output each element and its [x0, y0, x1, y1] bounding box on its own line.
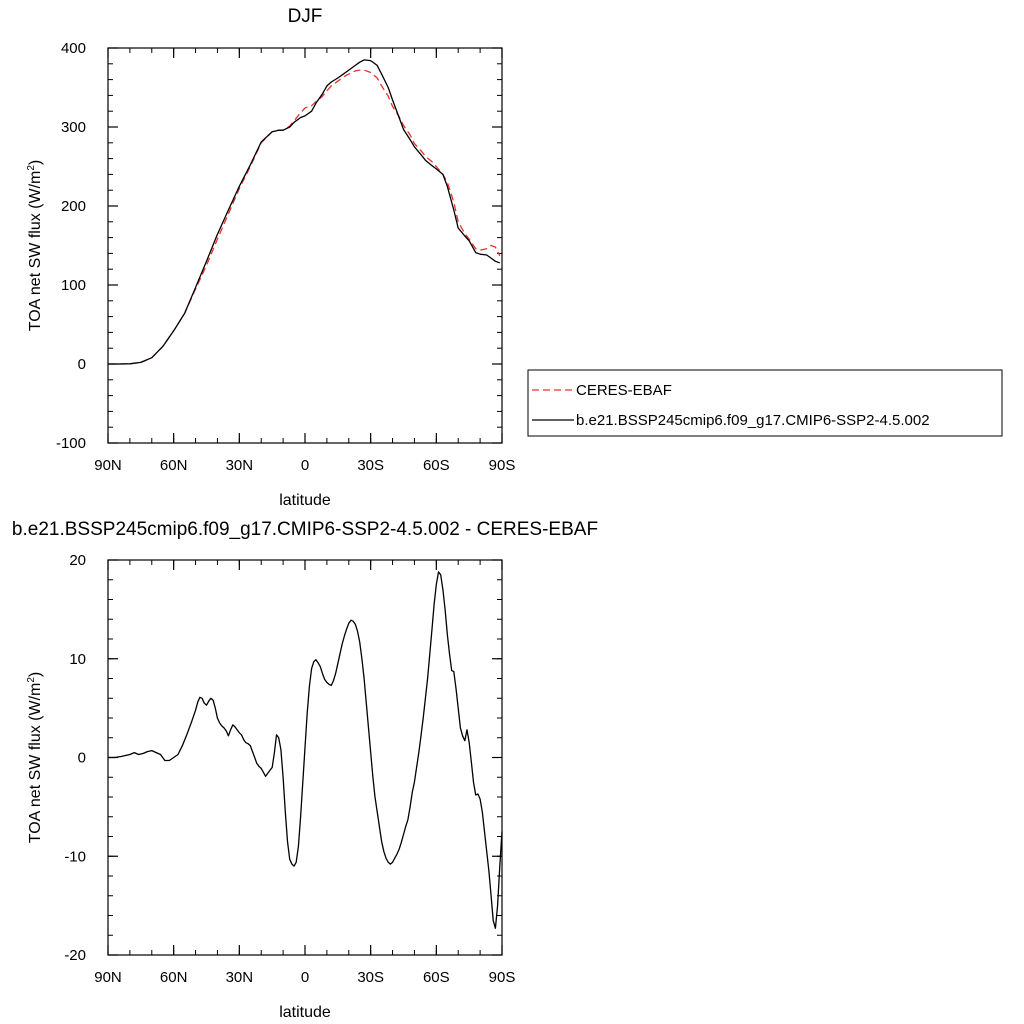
y-tick-label: -100 — [56, 435, 86, 452]
y-axis-label: TOA net SW flux (W/m2) — [26, 160, 44, 332]
plot-frame — [107, 47, 503, 444]
y-tick-label: -20 — [64, 947, 86, 964]
y-tick-label: -10 — [64, 848, 86, 865]
x-tick-label: 90N — [94, 457, 122, 474]
x-tick-label: 90N — [94, 969, 122, 986]
y-tick-label: 0 — [78, 356, 86, 373]
y-axis-label-end: ) — [27, 672, 44, 677]
y-tick-label: 100 — [61, 277, 86, 294]
x-tick-label: 30N — [226, 457, 254, 474]
legend-label: b.e21.BSSP245cmip6.f09_g17.CMIP6-SSP2-4.… — [576, 412, 930, 429]
series-line-1-1 — [108, 69, 501, 365]
x-axis-label: latitude — [279, 1004, 331, 1021]
x-tick-label: 0 — [301, 457, 309, 474]
y-axis-label-superscript: 2 — [26, 677, 37, 683]
y-tick-label: 200 — [61, 198, 86, 215]
x-axis-label: latitude — [279, 492, 331, 509]
y-tick-label: 300 — [61, 119, 86, 136]
x-tick-label: 90S — [489, 969, 516, 986]
y-tick-label: 0 — [78, 750, 86, 767]
y-axis-label-main: TOA net SW flux (W/m — [27, 171, 44, 332]
y-axis-label-end: ) — [27, 160, 44, 165]
y-tick-label: 400 — [61, 40, 86, 57]
series-line-1-2 — [108, 59, 501, 365]
legend: CERES-EBAF b.e21.BSSP245cmip6.f09_g17.CMI… — [527, 369, 1003, 437]
x-tick-label: 30S — [357, 457, 384, 474]
x-tick-label: 0 — [301, 969, 309, 986]
chart-panel-2: b.e21.BSSP245cmip6.f09_g17.CMIP6-SSP2-4.… — [12, 519, 598, 1021]
x-tick-label: 30S — [357, 969, 384, 986]
x-tick-label: 60N — [160, 457, 188, 474]
chart-title: DJF — [288, 6, 323, 27]
x-tick-label: 60N — [160, 969, 188, 986]
chart-panel-1: DJF 90N 60N 30N 0 30S 60S 90S -100 0 100 200 300 400 l… — [26, 6, 515, 509]
series-line-2-1 — [108, 571, 503, 929]
y-tick-label: 10 — [69, 651, 86, 668]
x-tick-label: 60S — [423, 457, 450, 474]
x-tick-label: 60S — [423, 969, 450, 986]
x-tick-label: 90S — [489, 457, 516, 474]
legend-label: CERES-EBAF — [576, 382, 672, 399]
chart-title: b.e21.BSSP245cmip6.f09_g17.CMIP6-SSP2-4.… — [12, 519, 598, 540]
y-axis-label: TOA net SW flux (W/m2) — [26, 672, 44, 844]
y-axis-label-superscript: 2 — [26, 165, 37, 171]
x-tick-label: 30N — [226, 969, 254, 986]
y-axis-label-main: TOA net SW flux (W/m — [27, 683, 44, 844]
y-tick-label: 20 — [69, 552, 86, 569]
legend-box — [527, 369, 1003, 437]
